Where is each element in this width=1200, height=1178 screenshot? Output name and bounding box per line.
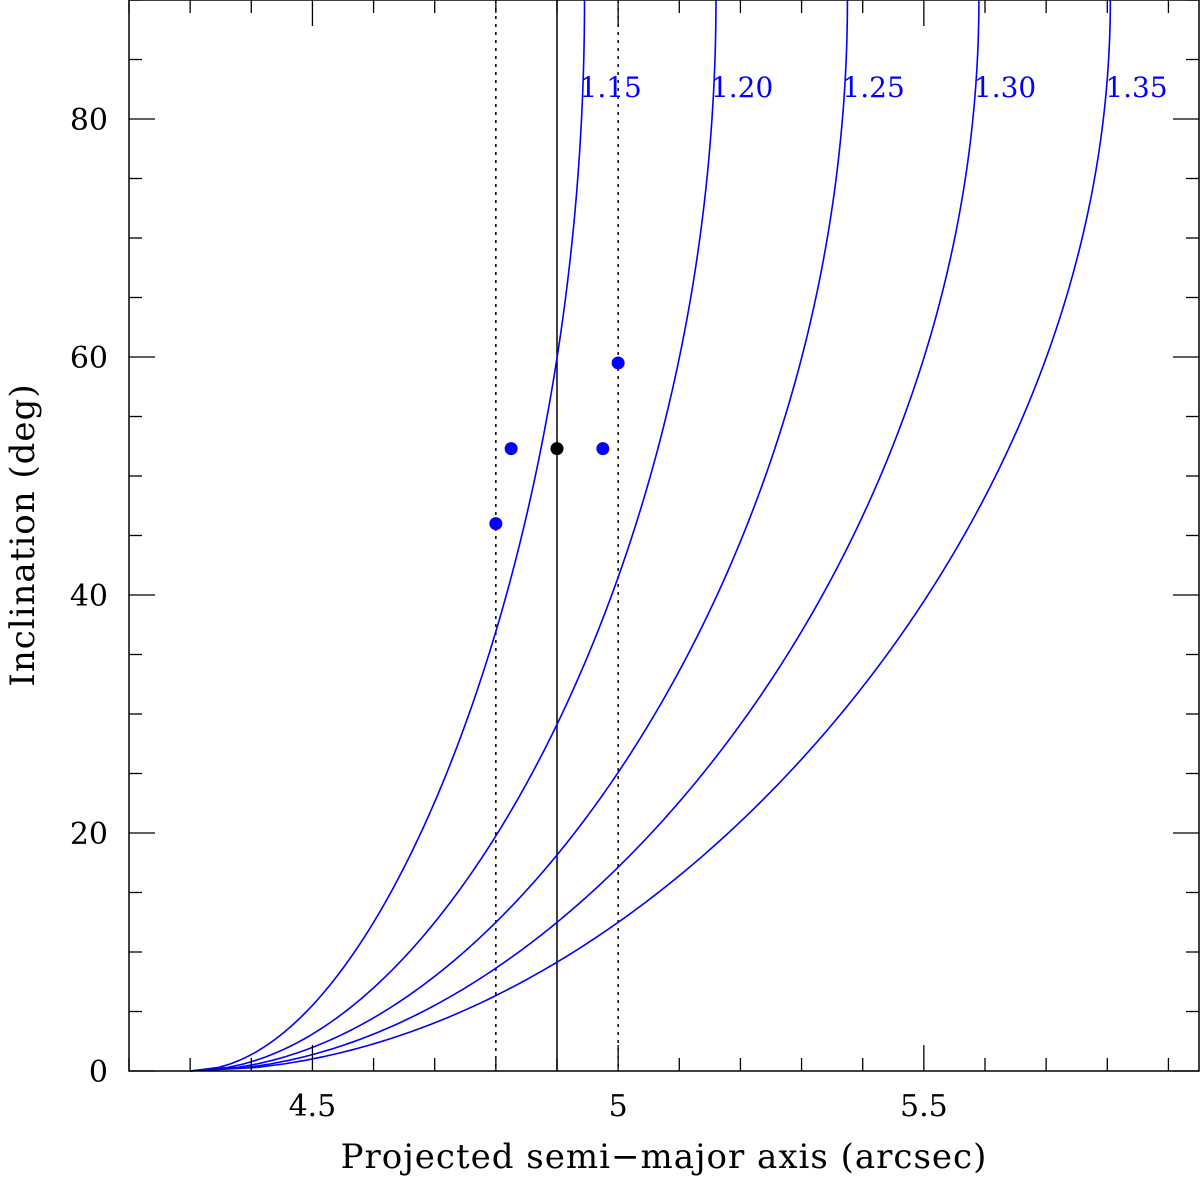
y-axis-label: Inclination (deg)	[3, 383, 43, 686]
x-tick-label: 5.5	[900, 1089, 948, 1124]
y-tick-label: 0	[89, 1055, 108, 1090]
curve-1-35	[190, 0, 1112, 1072]
curve-label-1-30: 1.30	[974, 71, 1036, 104]
plot-frame	[128, 0, 1200, 1072]
central-point	[550, 442, 564, 456]
curve-label-1-15: 1.15	[580, 71, 642, 104]
y-tick-label: 60	[70, 341, 108, 376]
y-tick-label: 80	[70, 103, 108, 138]
x-tick-label: 4.5	[289, 1089, 337, 1124]
curve-1-25	[190, 0, 849, 1072]
curves	[190, 0, 1112, 1072]
curve-1-30	[190, 0, 980, 1072]
y-tick-label: 40	[70, 579, 108, 614]
data-points	[489, 356, 625, 531]
curve-label-1-25: 1.25	[842, 71, 904, 104]
x-axis-label: Projected semi−major axis (arcsec)	[341, 1137, 988, 1177]
y-tick-label: 20	[70, 817, 108, 852]
curve-label-1-20: 1.20	[711, 71, 773, 104]
curve-labels: 1.15 1.20 1.25 1.30 1.35	[580, 71, 1168, 104]
data-point	[504, 442, 518, 456]
tick-labels: 4.5 5 5.5 0 20 40 60 80	[70, 103, 948, 1124]
curve-1-20	[190, 0, 717, 1072]
curve-1-15	[190, 0, 586, 1072]
reference-lines	[495, 0, 619, 1071]
curve-label-1-35: 1.35	[1105, 71, 1167, 104]
data-point	[489, 517, 503, 531]
x-tick-label: 5	[609, 1089, 628, 1124]
axis-ticks	[128, 0, 1199, 1072]
data-point	[611, 356, 625, 370]
data-point	[596, 442, 610, 456]
